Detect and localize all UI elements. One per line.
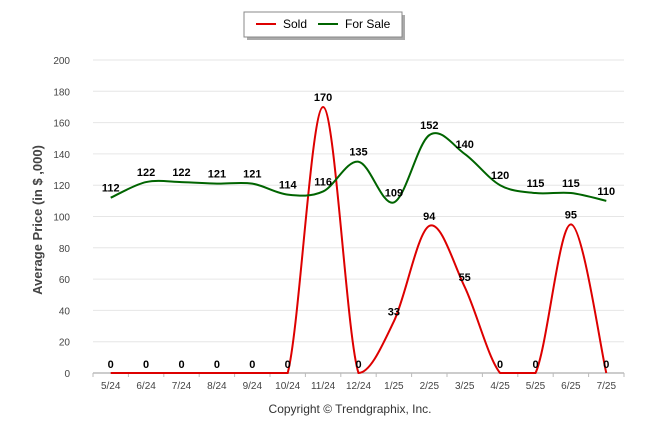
x-tick-label: 7/24	[172, 381, 192, 392]
grid-lines	[93, 59, 624, 374]
data-label-for-sale: 109	[385, 187, 403, 199]
x-tick-label: 3/25	[455, 381, 475, 392]
y-tick-label: 160	[53, 119, 70, 130]
legend-label-for-sale: For Sale	[345, 17, 391, 31]
y-tick-label: 40	[59, 306, 71, 317]
data-label-for-sale: 121	[208, 169, 226, 181]
data-label-sold: 33	[388, 306, 400, 318]
y-tick-label: 100	[53, 213, 70, 224]
data-label-for-sale: 110	[597, 186, 615, 198]
x-tick-label: 11/24	[311, 381, 336, 392]
x-tick-label: 5/24	[101, 381, 121, 392]
x-tick-label: 9/24	[243, 381, 263, 392]
data-label-sold: 0	[285, 359, 291, 371]
x-tick-label: 12/24	[346, 381, 371, 392]
data-label-for-sale: 115	[562, 178, 580, 190]
x-tick-label: 4/25	[490, 381, 510, 392]
legend-label-sold: Sold	[283, 17, 307, 31]
series-line-for-sale	[110, 132, 607, 204]
x-tick-label: 7/25	[597, 381, 617, 392]
data-label-sold: 0	[249, 359, 255, 371]
data-labels: 0 0 0 0 0 0 170 0 33 94 55 0 0 95 0 112 122 122 121 121 114 1…	[102, 92, 615, 371]
y-tick-label: 20	[59, 338, 71, 349]
data-label-for-sale: 140	[456, 139, 474, 151]
data-label-for-sale: 116	[314, 176, 332, 188]
data-label-sold: 0	[603, 359, 609, 371]
x-tick-label: 5/25	[526, 381, 546, 392]
data-label-sold: 0	[214, 359, 220, 371]
data-label-sold: 94	[423, 211, 436, 223]
y-tick-label: 140	[53, 150, 70, 161]
x-axis-ticks: 5/24 6/24 7/24 8/24 9/24 10/24 11/24 12/24 1/25 2…	[92, 373, 625, 392]
data-label-for-sale: 152	[420, 120, 438, 132]
data-label-for-sale: 122	[172, 167, 190, 179]
data-label-sold: 0	[532, 359, 538, 371]
copyright-credit: Copyright © Trendgraphix, Inc.	[269, 402, 432, 416]
data-label-for-sale: 112	[102, 183, 120, 195]
data-label-for-sale: 122	[137, 167, 155, 179]
data-label-for-sale: 135	[349, 147, 367, 159]
y-tick-label: 80	[59, 244, 71, 255]
y-axis-title: Average Price (in $ ,000)	[30, 145, 45, 295]
x-tick-label: 6/25	[561, 381, 581, 392]
series-line-sold	[110, 105, 608, 375]
y-tick-label: 60	[59, 275, 71, 286]
y-tick-label: 120	[53, 181, 70, 192]
data-label-sold: 170	[314, 92, 332, 104]
data-label-sold: 0	[143, 359, 149, 371]
x-tick-label: 6/24	[136, 381, 156, 392]
y-tick-label: 0	[64, 369, 70, 380]
y-tick-label: 180	[53, 87, 70, 98]
data-label-sold: 0	[497, 359, 503, 371]
data-label-for-sale: 115	[527, 178, 545, 190]
data-label-for-sale: 120	[491, 170, 509, 182]
x-tick-label: 8/24	[207, 381, 227, 392]
data-label-for-sale: 114	[279, 180, 298, 192]
y-axis-ticks: 0 20 40 60 80 100 120 140 160 180 200	[53, 56, 70, 380]
series-lines	[110, 105, 608, 375]
data-label-sold: 95	[565, 209, 577, 221]
data-label-sold: 0	[355, 359, 361, 371]
data-label-sold: 0	[108, 359, 114, 371]
data-label-for-sale: 121	[243, 169, 261, 181]
data-label-sold: 55	[459, 272, 471, 284]
data-label-sold: 0	[178, 359, 184, 371]
y-tick-label: 200	[53, 56, 70, 67]
legend[interactable]: Sold For Sale	[243, 11, 405, 40]
x-tick-label: 10/24	[275, 381, 300, 392]
x-tick-label: 1/25	[384, 381, 404, 392]
x-tick-label: 2/25	[420, 381, 440, 392]
